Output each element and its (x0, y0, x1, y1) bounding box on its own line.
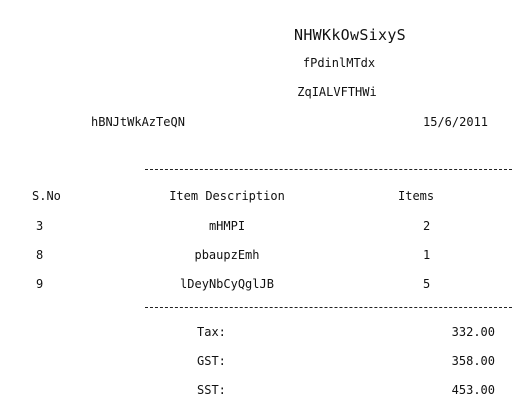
total-value: 358.00 (451, 354, 495, 368)
item-quantity: 5 (423, 277, 431, 291)
total-value: 332.00 (451, 325, 495, 339)
column-header-sno: S.No (32, 189, 61, 203)
divider-top (145, 169, 512, 170)
total-label: GST: (197, 354, 226, 368)
total-label: Tax: (197, 325, 226, 339)
total-label: SST: (197, 383, 226, 397)
address-line-2: ZqIALVFTHWi (297, 85, 377, 99)
item-description: pbaupzEmh (194, 248, 260, 262)
column-header-items: Items (398, 189, 435, 203)
store-name: NHWKkOwSixyS (294, 26, 406, 44)
column-header-description: Item Description (169, 189, 285, 203)
item-description: mHMPI (208, 219, 246, 233)
cashier-name: hBNJtWkAzTeQN (91, 115, 185, 129)
total-value: 453.00 (451, 383, 495, 397)
address-line-1: fPdinlMTdx (302, 56, 376, 70)
item-sno: 3 (36, 219, 44, 233)
item-sno: 9 (36, 277, 44, 291)
item-quantity: 2 (423, 219, 431, 233)
divider-bottom (145, 307, 512, 308)
item-quantity: 1 (423, 248, 431, 262)
receipt-date: 15/6/2011 (423, 115, 489, 129)
item-sno: 8 (36, 248, 44, 262)
item-description: lDeyNbCyQglJB (180, 277, 274, 291)
